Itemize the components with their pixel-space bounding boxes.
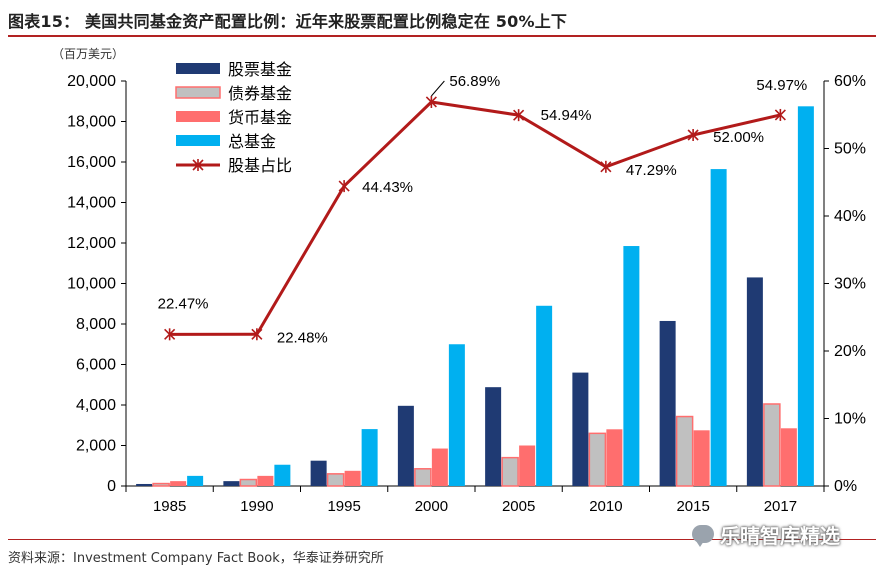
total-fund-bar [623,246,640,486]
stock-fund-bar [485,387,502,486]
ratio-data-label: 54.97% [756,77,807,94]
y-tick-label: 14,000 [67,195,116,212]
equity-ratio-point [251,328,263,341]
stock-fund-bar [746,277,763,486]
equity-ratio-line [169,100,781,336]
money-fund-bar [519,445,536,486]
bond-fund-bar [763,403,781,487]
legend-swatch [176,111,220,122]
bond-fund-bar [501,456,519,487]
y2-tick-label: 50% [834,141,866,158]
money-fund-bar [693,430,710,486]
ratio-data-label: 52.00% [713,129,764,146]
equity-ratio-point [600,160,612,173]
y-tick-label: 0 [107,478,116,495]
x-tick-label: 2000 [415,498,448,515]
total-fund-bar [448,344,465,486]
bond-fund-bar [588,432,607,487]
bond-fund-bar [326,473,345,487]
y-tick-label: 16,000 [67,154,116,171]
ratio-data-label: 44.43% [362,179,413,196]
y-axis-unit-label: （百万美元） [52,47,124,61]
legend-label: 债券基金 [228,85,292,103]
bond-fund-bar [239,478,258,487]
ratio-data-label: 56.89% [449,73,500,90]
combo-chart: 0 2,000 4,000 6,000 8,000 10,000 12,000 14,000 1… [52,47,866,515]
y-tick-label: 6,000 [76,357,116,374]
money-fund-bar [780,428,797,486]
legend-swatch [175,86,221,99]
legend-swatch [176,63,220,74]
money-fund-bar [431,448,448,486]
equity-ratio-point [687,129,699,141]
y2-tick-label: 10% [834,411,866,428]
y-tick-label: 12,000 [67,235,116,252]
y-tick-label: 20,000 [67,73,116,90]
legend-marker [192,159,204,171]
y-tick-label: 10,000 [67,276,116,293]
legend-swatch [176,135,220,146]
header-rule [8,35,876,37]
watermark-text: 乐晴智库精选 [720,523,840,548]
legend-label: 股基占比 [228,157,292,175]
y2-tick-label: 40% [834,208,866,225]
x-tick-label: 2017 [764,498,797,515]
y2-tick-label: 0% [834,478,857,495]
source-note: 资料来源：Investment Company Fact Book，华泰证券研究… [8,551,384,566]
equity-ratio-point [513,109,525,122]
bond-fund-bar [414,468,432,487]
money-fund-bar [170,481,187,486]
y-tick-label: 18,000 [67,114,116,131]
y2-tick-label: 20% [834,343,866,360]
total-fund-bar [361,429,378,486]
legend-label: 货币基金 [228,109,292,127]
equity-ratio-point [338,180,350,193]
bond-fund-bar [675,415,694,487]
total-fund-bar [797,106,814,486]
chat-bubble-icon [692,525,714,547]
x-tick-label: 1995 [327,498,360,515]
figure-title: 图表15： 美国共同基金资产配置比例：近年来股票配置比例稳定在 50%上下 [8,12,568,31]
total-fund-bar [710,169,727,486]
x-tick-label: 1990 [240,498,273,515]
footer-rule [8,539,876,540]
legend-label: 总基金 [228,133,276,151]
ratio-data-label: 22.48% [277,329,328,346]
money-fund-bar [257,475,274,486]
money-fund-bar [606,429,623,486]
stock-fund-bar [310,460,327,486]
y-tick-label: 4,000 [76,397,116,414]
equity-ratio-point [774,108,786,121]
x-tick-label: 2015 [676,498,709,515]
x-tick-label: 2005 [502,498,535,515]
ratio-data-label: 54.94% [541,107,592,124]
stock-fund-bar [659,320,676,486]
stock-fund-bar [572,372,589,486]
legend-label: 股票基金 [228,61,292,79]
stock-fund-bar [223,481,240,486]
watermark: 乐晴智库精选 [692,521,840,548]
ratio-data-label: 47.29% [626,162,677,179]
x-tick-label: 2010 [589,498,622,515]
x-tick-label: 1985 [153,498,186,515]
money-fund-bar [344,470,361,486]
ratio-label-leader [430,80,445,97]
y-tick-label: 2,000 [76,438,116,455]
total-fund-bar [274,464,291,486]
y2-tick-label: 60% [834,73,866,90]
bond-fund-bar [152,482,170,487]
equity-ratio-point [425,95,437,108]
total-fund-bar [187,475,204,486]
total-fund-bar [536,305,553,486]
ratio-data-label: 22.47% [158,295,209,312]
stock-fund-bar [136,483,153,486]
stock-fund-bar [397,405,414,486]
y-tick-label: 8,000 [76,316,116,333]
figure-header: 图表15： 美国共同基金资产配置比例：近年来股票配置比例稳定在 50%上下 [0,0,884,37]
y2-tick-label: 30% [834,276,866,293]
equity-ratio-point [164,328,176,341]
